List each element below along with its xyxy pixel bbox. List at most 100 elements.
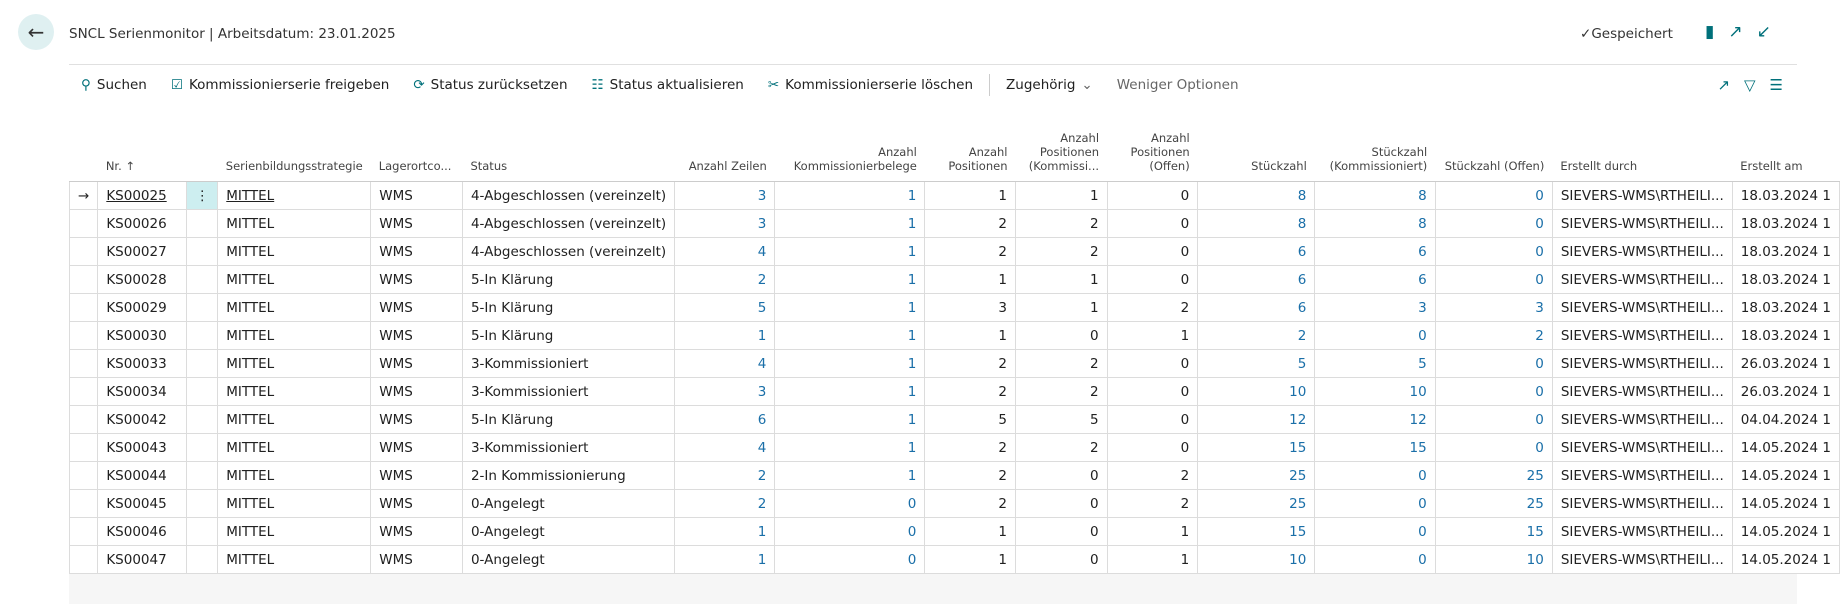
table-cell[interactable]: 0 (1434, 265, 1553, 294)
table-cell[interactable]: 0 (1434, 377, 1553, 406)
table-cell[interactable]: 0 (1314, 321, 1436, 350)
table-row[interactable]: KS00030 MITTEL WMS 5-In Klärung 1 1 1 0 1 2 0 2 SIEV… (68, 321, 1840, 350)
table-cell[interactable]: 6 (1197, 293, 1316, 322)
row-menu[interactable] (186, 209, 219, 238)
row-menu[interactable] (186, 321, 219, 350)
table-cell[interactable]: 4 (674, 237, 776, 266)
table-row[interactable]: KS00045 MITTEL WMS 0-Angelegt 2 0 2 0 2 25 0 25 SIEV… (68, 489, 1840, 518)
table-cell[interactable]: 10 (1434, 545, 1553, 574)
table-cell[interactable]: 5 (674, 293, 776, 322)
table-cell[interactable]: 6 (1197, 237, 1316, 266)
table-cell[interactable]: KS00042 (97, 405, 188, 434)
column-header[interactable]: Anzahl Zeilen (674, 104, 775, 182)
table-cell[interactable]: 8 (1197, 181, 1316, 210)
column-header[interactable]: Anzahl Positionen (Offen) (1107, 104, 1198, 182)
table-cell[interactable]: 1 (774, 405, 926, 434)
table-cell[interactable]: KS00034 (97, 377, 188, 406)
table-cell[interactable]: 1 (774, 209, 926, 238)
table-cell[interactable]: 0 (1434, 349, 1553, 378)
table-cell[interactable]: 10 (1197, 377, 1316, 406)
table-cell[interactable]: 6 (1197, 265, 1316, 294)
table-cell[interactable]: 12 (1314, 405, 1436, 434)
table-cell[interactable]: KS00045 (97, 489, 188, 518)
action-button[interactable]: ⚲ Suchen (81, 77, 147, 93)
table-cell[interactable]: 25 (1197, 461, 1316, 490)
table-row[interactable]: KS00047 MITTEL WMS 0-Angelegt 1 0 1 0 1 10 0 10 SIEV… (68, 545, 1840, 574)
table-cell[interactable]: 10 (1197, 545, 1316, 574)
column-header[interactable]: Erstellt am (1732, 104, 1840, 182)
table-cell[interactable]: 0 (1314, 489, 1436, 518)
row-menu[interactable] (186, 461, 219, 490)
row-menu[interactable] (186, 405, 219, 434)
column-header[interactable]: Stückzahl (Kommissioniert) (1314, 104, 1436, 182)
table-cell[interactable]: 25 (1434, 489, 1553, 518)
toolbar-icons[interactable]: ↗▽☰ (1717, 76, 1797, 94)
table-cell[interactable]: KS00029 (97, 293, 188, 322)
action-button[interactable]: ⟳ Status zurücksetzen (413, 77, 568, 93)
table-cell[interactable]: 3 (1434, 293, 1553, 322)
table-cell[interactable]: 0 (1434, 209, 1553, 238)
table-cell[interactable]: KS00044 (97, 461, 188, 490)
table-cell[interactable]: 3 (674, 181, 776, 210)
table-row[interactable]: KS00026 MITTEL WMS 4-Abgeschlossen (vereinz… (68, 209, 1840, 238)
table-cell[interactable]: 25 (1197, 489, 1316, 518)
table-cell[interactable]: 1 (774, 433, 926, 462)
table-row[interactable]: KS00042 MITTEL WMS 5-In Klärung 6 1 5 5 0 12 12 0 SI… (68, 405, 1840, 434)
table-cell[interactable]: 1 (774, 293, 926, 322)
column-header[interactable]: Erstellt durch (1552, 104, 1733, 182)
table-cell[interactable]: 0 (1314, 461, 1436, 490)
table-cell[interactable]: 0 (774, 545, 926, 574)
table-cell[interactable]: 2 (1434, 321, 1553, 350)
table-cell[interactable]: KS00030 (97, 321, 188, 350)
row-menu[interactable] (186, 377, 219, 406)
table-cell[interactable]: 0 (1314, 517, 1436, 546)
table-cell[interactable]: 0 (774, 517, 926, 546)
table-cell[interactable]: 5 (1314, 349, 1436, 378)
column-header[interactable]: Nr. ↑ (97, 104, 187, 182)
table-cell[interactable]: KS00027 (97, 237, 188, 266)
table-cell[interactable]: KS00025 (97, 181, 188, 210)
row-menu[interactable] (186, 517, 219, 546)
column-header[interactable]: Lagerortco... (370, 104, 463, 182)
table-cell[interactable]: 6 (674, 405, 776, 434)
table-cell[interactable]: KS00047 (97, 545, 188, 574)
table-row[interactable]: KS00046 MITTEL WMS 0-Angelegt 1 0 1 0 1 15 0 15 SIEV… (68, 517, 1840, 546)
row-menu[interactable] (186, 293, 219, 322)
header-icons[interactable]: ▮↗↙ (1705, 22, 1785, 42)
table-cell[interactable]: 15 (1197, 517, 1316, 546)
table-cell[interactable]: 1 (674, 321, 776, 350)
table-cell[interactable]: 12 (1197, 405, 1316, 434)
related-menu[interactable]: Zugehörig ⌄ (1006, 77, 1093, 93)
table-cell[interactable]: 2 (674, 489, 776, 518)
table-cell[interactable]: KS00033 (97, 349, 188, 378)
table-cell[interactable]: 1 (674, 517, 776, 546)
action-button[interactable]: ✂ Kommissionierserie löschen (767, 77, 974, 93)
table-cell[interactable]: 0 (1434, 433, 1553, 462)
table-cell[interactable]: 8 (1197, 209, 1316, 238)
column-header[interactable]: Anzahl Positionen (Kommissi... (1015, 104, 1108, 182)
table-cell[interactable]: 4 (674, 433, 776, 462)
table-cell[interactable]: 1 (774, 377, 926, 406)
table-row[interactable]: → KS00025 ⋮ MITTEL WMS 4-Abgeschlossen (verei… (68, 181, 1840, 210)
table-cell[interactable]: KS00043 (97, 433, 188, 462)
table-cell[interactable]: 0 (1314, 545, 1436, 574)
table-row[interactable]: KS00033 MITTEL WMS 3-Kommissioniert 4 1 2 2 0 5 5 0… (68, 349, 1840, 378)
table-cell[interactable]: 6 (1314, 237, 1436, 266)
table-row[interactable]: KS00043 MITTEL WMS 3-Kommissioniert 4 1 2 2 0 15 1… (68, 433, 1840, 462)
table-cell[interactable]: 1 (774, 265, 926, 294)
table-cell[interactable]: 5 (1197, 349, 1316, 378)
row-menu[interactable] (186, 265, 219, 294)
column-header[interactable]: Stückzahl (Offen) (1435, 104, 1553, 182)
table-cell[interactable]: 6 (1314, 265, 1436, 294)
table-cell[interactable]: 25 (1434, 461, 1553, 490)
table-cell[interactable]: 3 (674, 377, 776, 406)
row-menu[interactable] (186, 545, 219, 574)
column-header[interactable]: Stückzahl (1197, 104, 1315, 182)
action-button[interactable]: ☑ Kommissionierserie freigeben (170, 77, 390, 93)
table-row[interactable]: KS00027 MITTEL WMS 4-Abgeschlossen (vereinz… (68, 237, 1840, 266)
table-row[interactable]: KS00034 MITTEL WMS 3-Kommissioniert 3 1 2 2 0 10 1… (68, 377, 1840, 406)
column-header[interactable]: Serienbildungsstrategie (217, 104, 371, 182)
column-header[interactable]: Status (462, 104, 675, 182)
table-cell[interactable]: 0 (774, 489, 926, 518)
table-cell[interactable]: 2 (1197, 321, 1316, 350)
